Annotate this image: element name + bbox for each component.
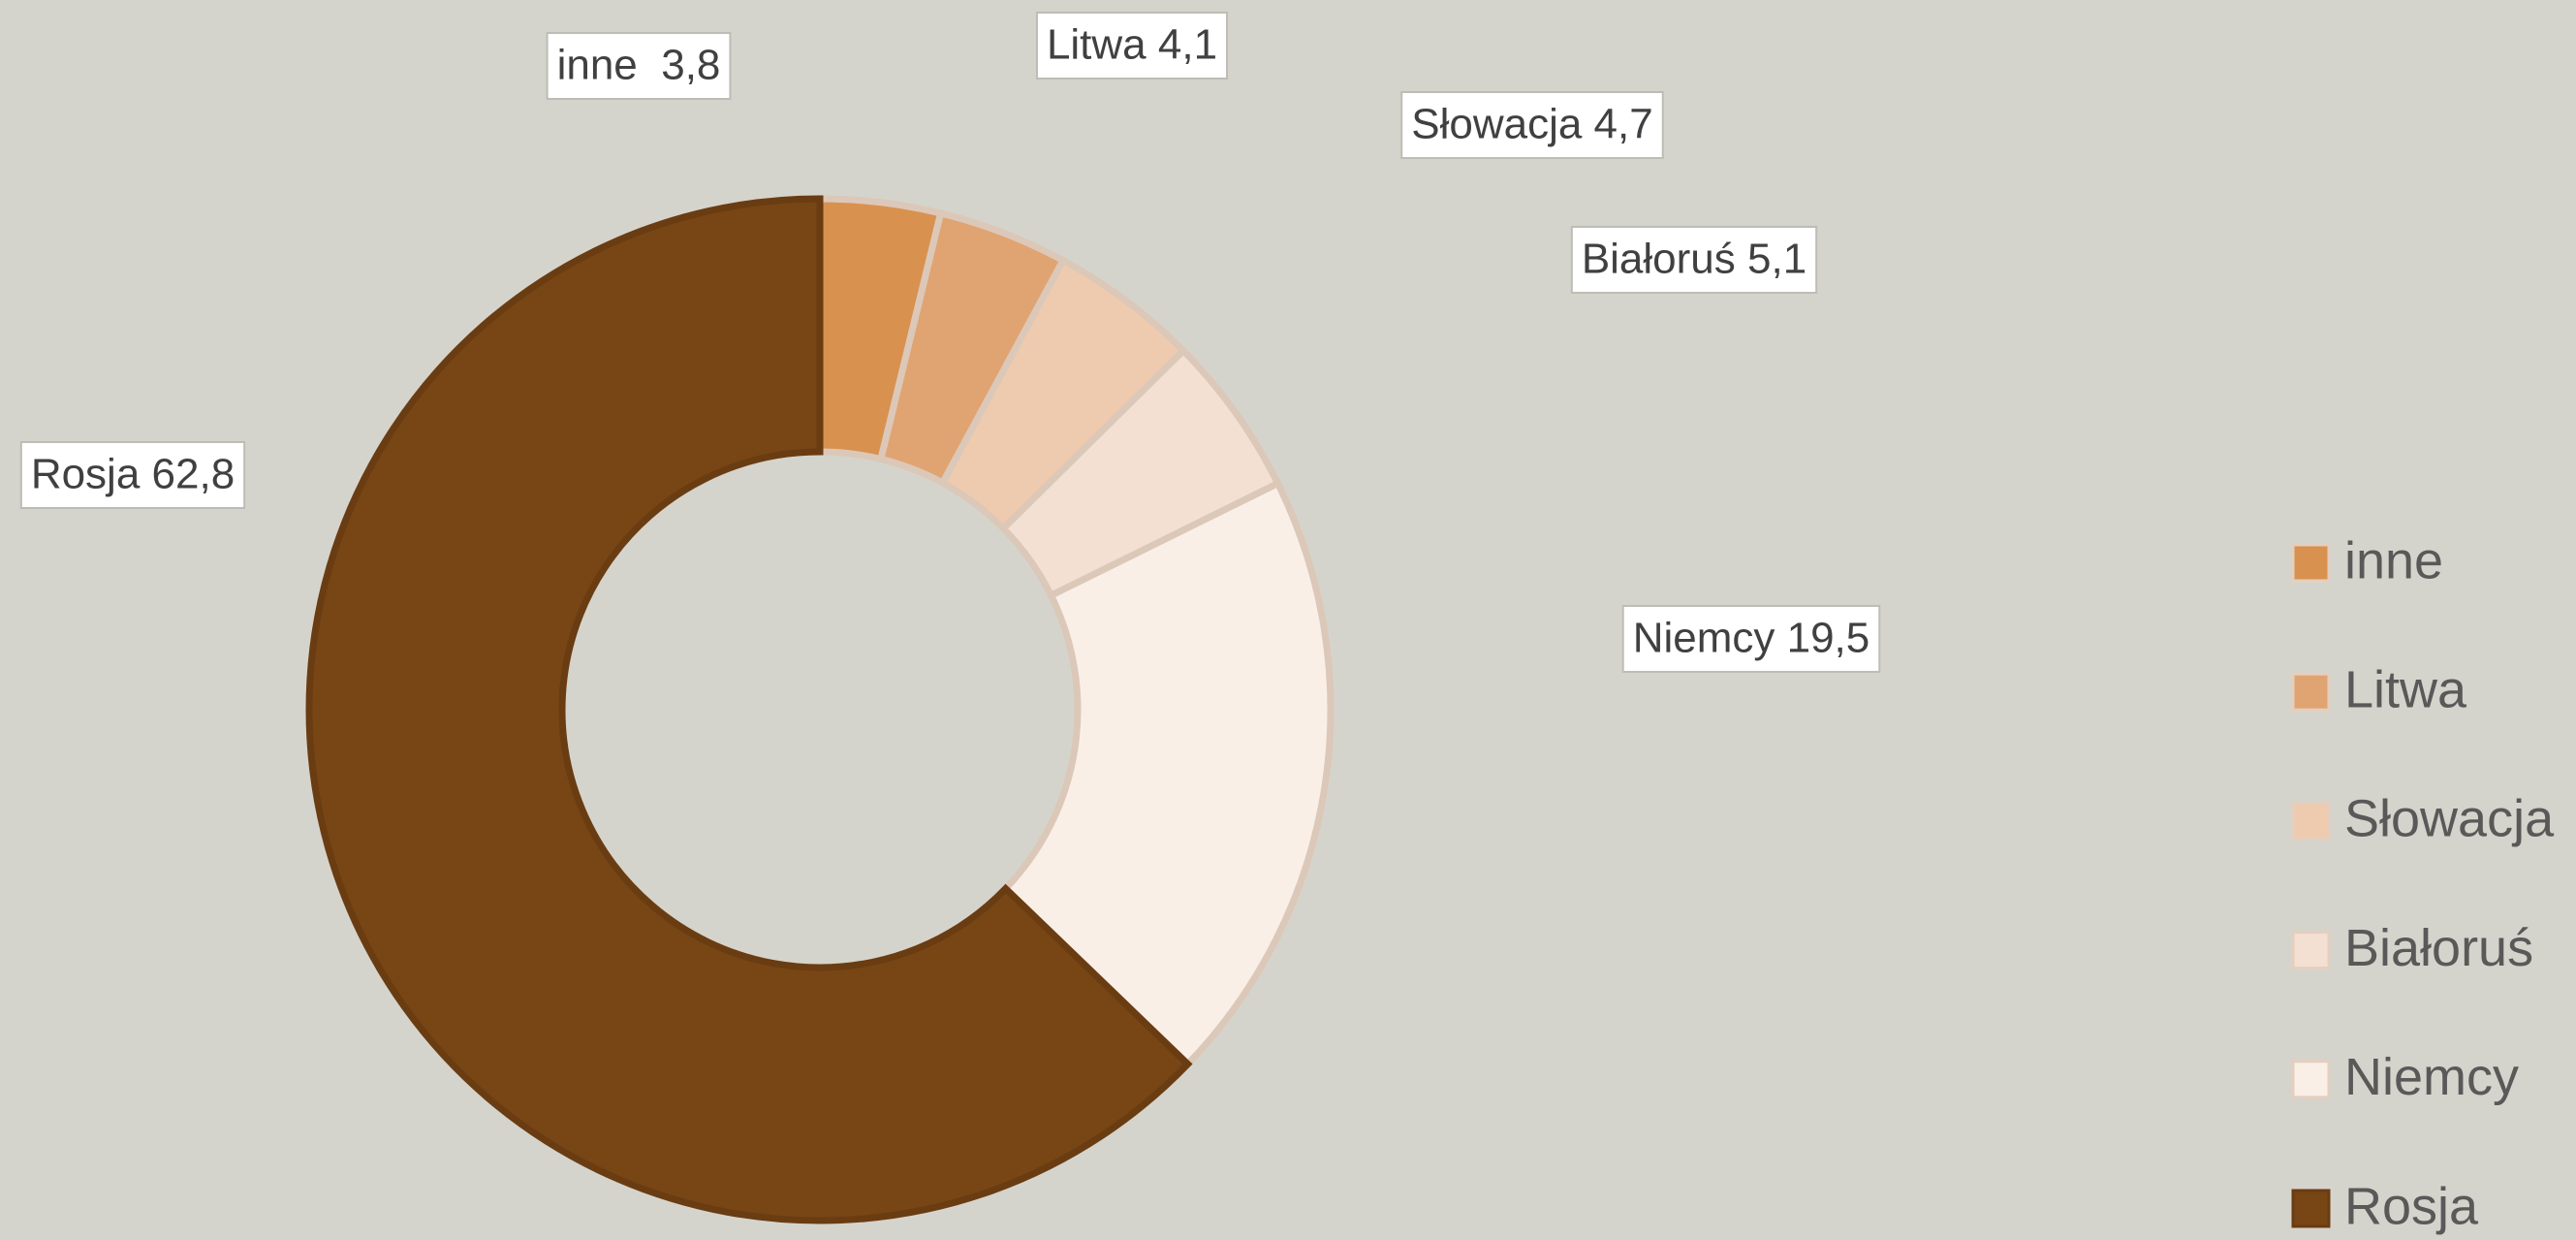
data-label-box	[1621, 605, 1881, 673]
data-label-box	[1570, 226, 1818, 294]
data-label-box	[19, 441, 246, 509]
slices	[305, 195, 1335, 1224]
legend-swatch	[2291, 543, 2331, 583]
data-label-box	[546, 32, 732, 100]
slice	[1000, 478, 1335, 1069]
data-label: Litwa 4,1	[1047, 21, 1217, 69]
legend-label: Litwa	[2344, 660, 2467, 718]
data-label: Białoruś 5,1	[1582, 236, 1806, 283]
legend-label: inne	[2344, 531, 2443, 589]
legend-label: Niemcy	[2344, 1048, 2519, 1106]
legend-swatch	[2291, 1189, 2331, 1228]
legend: inne Litwa Słowacja Białoruś Niemcy Rosja	[2291, 531, 2555, 1235]
legend-label: Białoruś	[2344, 919, 2533, 977]
legend-label: Słowacja	[2344, 790, 2555, 848]
legend-label: Rosja	[2344, 1177, 2479, 1235]
data-label: Niemcy 19,5	[1633, 615, 1870, 662]
data-label: Rosja 62,8	[31, 451, 235, 498]
data-label: Słowacja 4,7	[1411, 101, 1652, 148]
legend-swatch	[2291, 931, 2331, 970]
data-label-box	[1035, 12, 1229, 79]
slice	[305, 195, 1193, 1224]
legend-swatch	[2291, 672, 2331, 712]
data-label: inne 3,8	[557, 42, 721, 89]
data-labels: inne 3,8 Litwa 4,1 Słowacja 4,7 Białoruś 5,…	[19, 12, 1881, 673]
legend-swatch	[2291, 1060, 2331, 1099]
data-label-box	[1400, 91, 1664, 159]
legend-swatch	[2291, 801, 2331, 841]
